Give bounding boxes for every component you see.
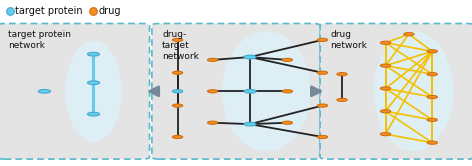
Circle shape bbox=[427, 73, 438, 76]
Circle shape bbox=[317, 38, 328, 42]
Circle shape bbox=[282, 58, 293, 61]
Legend: target protein, drug: target protein, drug bbox=[7, 6, 121, 16]
Ellipse shape bbox=[222, 31, 311, 151]
Circle shape bbox=[87, 112, 100, 116]
Circle shape bbox=[337, 73, 347, 76]
Circle shape bbox=[244, 122, 256, 126]
Circle shape bbox=[282, 121, 293, 124]
Circle shape bbox=[404, 33, 414, 36]
Circle shape bbox=[427, 50, 438, 53]
Circle shape bbox=[172, 104, 183, 107]
Circle shape bbox=[172, 135, 183, 139]
FancyBboxPatch shape bbox=[152, 23, 320, 159]
Circle shape bbox=[317, 71, 328, 74]
Circle shape bbox=[380, 87, 391, 90]
Circle shape bbox=[172, 38, 183, 42]
FancyBboxPatch shape bbox=[320, 23, 472, 159]
FancyBboxPatch shape bbox=[0, 23, 150, 159]
Circle shape bbox=[172, 90, 183, 93]
Ellipse shape bbox=[374, 31, 453, 151]
Circle shape bbox=[427, 141, 438, 144]
Text: target protein
network: target protein network bbox=[8, 30, 71, 50]
Circle shape bbox=[208, 58, 218, 61]
Circle shape bbox=[244, 89, 256, 93]
Circle shape bbox=[380, 64, 391, 67]
Circle shape bbox=[337, 98, 347, 101]
Circle shape bbox=[380, 110, 391, 113]
Circle shape bbox=[87, 52, 100, 56]
Circle shape bbox=[427, 95, 438, 99]
Circle shape bbox=[172, 71, 183, 74]
Circle shape bbox=[282, 90, 293, 93]
Circle shape bbox=[208, 121, 218, 124]
Circle shape bbox=[317, 104, 328, 107]
Text: drug
network: drug network bbox=[330, 30, 367, 50]
Circle shape bbox=[427, 118, 438, 121]
Circle shape bbox=[380, 133, 391, 136]
Ellipse shape bbox=[66, 41, 121, 142]
Circle shape bbox=[87, 81, 100, 85]
Text: drug-
target
network: drug- target network bbox=[162, 30, 199, 61]
Circle shape bbox=[38, 89, 51, 93]
Circle shape bbox=[208, 90, 218, 93]
Circle shape bbox=[317, 135, 328, 139]
Circle shape bbox=[244, 55, 256, 59]
Circle shape bbox=[380, 41, 391, 44]
